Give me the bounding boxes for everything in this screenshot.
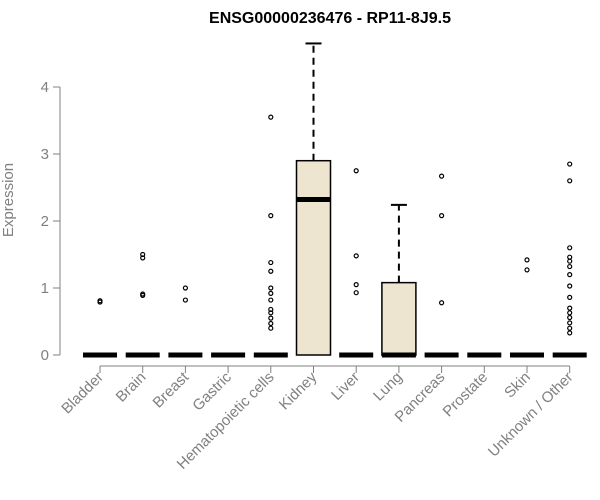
outlier-point xyxy=(524,257,530,263)
outlier-point xyxy=(567,258,573,264)
outlier-point xyxy=(439,300,445,306)
outlier-point xyxy=(524,267,530,273)
box-bladder xyxy=(83,298,117,358)
x-tick-label-bladder: Bladder xyxy=(58,369,107,418)
outlier-point xyxy=(268,310,274,316)
y-tick-label: 1 xyxy=(41,280,49,297)
outlier-point xyxy=(567,245,573,251)
outlier-point xyxy=(268,114,274,120)
boxes-layer xyxy=(83,42,587,358)
y-axis: 0 1 2 3 4 xyxy=(41,79,61,364)
box-liver xyxy=(339,168,374,358)
x-tick-label-liver: Liver xyxy=(328,369,363,404)
x-tick-label-prostate: Prostate xyxy=(440,369,492,421)
outlier-point xyxy=(268,297,274,303)
outlier-point xyxy=(567,161,573,167)
y-tick-label: 0 xyxy=(41,347,49,364)
y-tick-label: 2 xyxy=(41,213,49,230)
outlier-point xyxy=(353,253,359,259)
outlier-point xyxy=(567,254,573,260)
outlier-point xyxy=(140,291,146,297)
box-rect xyxy=(381,281,417,356)
outlier-point xyxy=(353,282,359,288)
outlier-point xyxy=(567,330,573,336)
outlier-point xyxy=(140,255,146,261)
outlier-point xyxy=(268,306,274,313)
x-tick-label-breast: Breast xyxy=(150,368,193,411)
box-unknown-other xyxy=(552,161,587,358)
outlier-point xyxy=(268,320,274,327)
outlier-point xyxy=(567,305,573,311)
y-tick-label: 3 xyxy=(41,146,49,163)
chart-title: ENSG00000236476 - RP11-8J9.5 xyxy=(209,10,451,27)
outlier-point xyxy=(567,325,573,331)
box-hematopoietic-cells xyxy=(253,114,288,358)
x-tick-label-brain: Brain xyxy=(113,369,150,406)
box-skin xyxy=(510,257,544,358)
outlier-point xyxy=(439,213,445,219)
outlier-point xyxy=(567,294,573,300)
box-breast xyxy=(168,285,203,358)
outlier-point xyxy=(268,259,274,266)
outlier-point xyxy=(182,297,188,303)
x-tick-label-lung: Lung xyxy=(370,369,406,405)
outlier-point xyxy=(567,178,573,184)
outlier-point xyxy=(567,310,573,316)
outlier-point xyxy=(268,268,274,274)
outlier-point xyxy=(567,263,573,270)
y-tick-label: 4 xyxy=(41,79,49,96)
outlier-point xyxy=(567,320,573,326)
outlier-point xyxy=(567,283,573,289)
box-brain xyxy=(125,251,160,358)
outlier-point xyxy=(268,213,274,219)
box-kidney xyxy=(295,42,332,356)
outlier-point xyxy=(567,272,573,278)
outlier-point xyxy=(567,314,573,321)
box-rect xyxy=(295,159,332,356)
outlier-point xyxy=(182,285,188,291)
outlier-point xyxy=(140,251,146,258)
x-tick-label-skin: Skin xyxy=(501,369,534,402)
outlier-point xyxy=(268,285,274,291)
outlier-point xyxy=(268,290,274,296)
outlier-point xyxy=(97,298,103,304)
x-tick-label-kidney: Kidney xyxy=(276,368,321,413)
outlier-point xyxy=(439,173,445,179)
outlier-point xyxy=(268,325,274,331)
y-axis-label: Expression xyxy=(0,163,17,237)
outlier-point xyxy=(353,290,359,296)
box-lung xyxy=(381,203,417,358)
box-pancreas xyxy=(424,173,459,358)
outlier-point xyxy=(268,315,274,321)
outlier-point xyxy=(353,168,359,174)
